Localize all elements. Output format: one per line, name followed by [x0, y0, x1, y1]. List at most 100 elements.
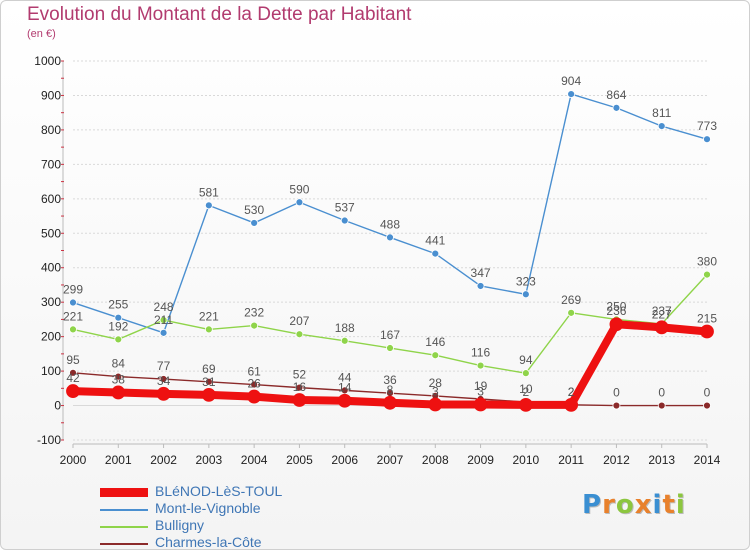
data-point: [295, 198, 304, 207]
chart-unit: (en €): [27, 28, 56, 40]
data-label: 26: [247, 377, 261, 391]
x-tick-label: 2012: [603, 453, 630, 467]
x-tick-label: 2014: [694, 453, 721, 467]
data-point: [700, 324, 714, 339]
data-point: [292, 393, 307, 407]
x-tick-label: 2000: [60, 453, 87, 467]
data-point: [476, 361, 485, 370]
data-label: 380: [697, 255, 717, 269]
data-label: 95: [66, 353, 80, 367]
data-label: 31: [202, 375, 216, 389]
data-point: [340, 216, 349, 225]
data-point: [114, 313, 123, 322]
data-point: [703, 270, 711, 279]
data-point: [383, 395, 397, 410]
data-point: [201, 387, 216, 402]
legend-label: BLéNOD-LèS-TOUL: [155, 483, 283, 499]
data-point: [609, 317, 624, 332]
data-label: 581: [199, 185, 219, 199]
data-point: [295, 383, 304, 392]
data-label: 14: [338, 381, 352, 395]
data-point: [114, 372, 123, 381]
legend-label: Mont-le-Vignoble: [155, 500, 261, 516]
data-label: 16: [293, 380, 307, 394]
data-point: [476, 282, 485, 290]
data-label: 207: [289, 314, 309, 328]
data-label: 530: [244, 203, 264, 217]
data-label: 248: [154, 300, 174, 314]
data-point: [340, 336, 349, 345]
data-label: 2: [568, 385, 575, 399]
data-point: [156, 386, 171, 401]
data-label: 44: [338, 370, 352, 384]
data-point: [473, 397, 488, 412]
data-label: 441: [425, 234, 445, 248]
y-tick-label: 0: [54, 399, 61, 413]
y-tick-label: 100: [41, 364, 61, 378]
data-label: 323: [516, 274, 536, 288]
data-label: 227: [652, 307, 672, 321]
data-label: 34: [157, 374, 171, 388]
data-label: 488: [380, 217, 400, 231]
data-point: [654, 320, 669, 335]
data-point: [204, 201, 213, 210]
data-point: [69, 368, 77, 377]
data-point: [564, 397, 579, 412]
data-label: 811: [652, 106, 671, 120]
data-label: 590: [289, 182, 309, 196]
data-point: [204, 377, 213, 386]
data-label: 211: [154, 313, 173, 327]
y-tick-label: 700: [41, 157, 61, 171]
data-label: 347: [471, 266, 491, 280]
data-point: [431, 351, 440, 360]
x-tick-label: 2005: [286, 453, 313, 467]
x-tick-label: 2001: [105, 453, 132, 467]
legend-swatch: [100, 543, 148, 545]
data-point: [66, 384, 80, 398]
x-tick-label: 2008: [422, 453, 449, 467]
y-tick-label: 200: [41, 330, 61, 344]
x-tick-label: 2002: [150, 453, 177, 467]
x-tick-label: 2011: [558, 453, 584, 467]
x-tick-label: 2006: [331, 453, 358, 467]
data-label: 2: [568, 385, 575, 399]
data-point: [69, 298, 77, 307]
x-tick-label: 2007: [377, 453, 404, 467]
data-label: 28: [429, 376, 443, 390]
data-point: [612, 401, 621, 410]
data-label: 0: [704, 386, 711, 400]
data-point: [703, 401, 711, 410]
data-label: 215: [697, 311, 717, 325]
data-label: 84: [112, 357, 126, 371]
data-point: [337, 393, 352, 408]
data-label: 221: [199, 309, 219, 323]
data-point: [250, 219, 259, 227]
data-label: 36: [383, 373, 397, 387]
data-point: [114, 335, 123, 344]
data-point: [159, 328, 168, 337]
legend-swatch: [100, 526, 148, 528]
data-point: [518, 397, 533, 412]
data-point: [250, 380, 259, 389]
data-point: [386, 233, 394, 242]
y-tick-label: 600: [41, 192, 61, 206]
data-label: 864: [606, 88, 626, 102]
data-point: [612, 103, 621, 112]
data-label: 0: [658, 386, 665, 400]
data-label: 19: [474, 379, 488, 393]
data-label: 0: [613, 386, 620, 400]
y-tick-label: 500: [41, 226, 61, 240]
data-label: 237: [652, 304, 672, 318]
data-label: 94: [519, 353, 533, 367]
data-point: [657, 401, 666, 410]
data-point: [567, 90, 576, 98]
y-tick-label: 800: [41, 123, 61, 137]
data-point: [204, 325, 213, 334]
data-point: [159, 316, 168, 324]
data-point: [295, 330, 304, 339]
legend-swatch: [100, 509, 148, 511]
data-label: 221: [63, 309, 83, 323]
data-point: [431, 249, 440, 258]
